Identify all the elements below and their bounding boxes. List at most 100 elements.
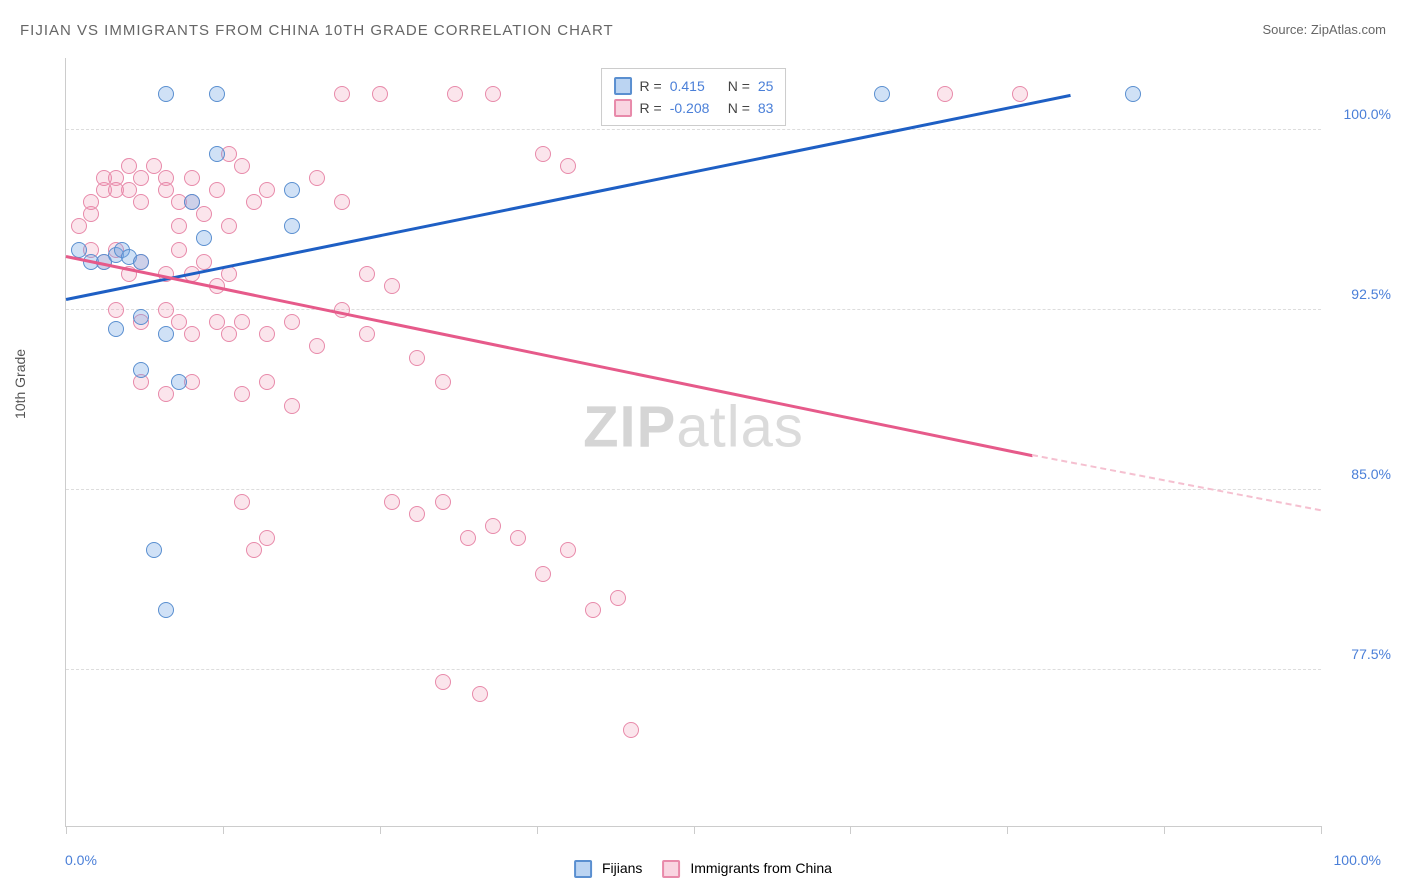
scatter-point-pink [171, 218, 187, 234]
y-tick-label: 100.0% [1344, 106, 1391, 122]
scatter-point-pink [334, 194, 350, 210]
scatter-point-pink [171, 242, 187, 258]
scatter-point-pink [284, 398, 300, 414]
gridline [66, 669, 1321, 670]
scatter-point-pink [209, 182, 225, 198]
scatter-point-blue [284, 218, 300, 234]
watermark-zip: ZIP [583, 394, 676, 459]
gridline [66, 309, 1321, 310]
r-label: R = [640, 78, 662, 94]
scatter-point-blue [158, 86, 174, 102]
scatter-point-blue [133, 309, 149, 325]
legend-swatch-pink-icon [662, 860, 680, 878]
scatter-point-pink [259, 326, 275, 342]
scatter-point-pink [309, 338, 325, 354]
gridline [66, 489, 1321, 490]
x-tick [537, 826, 538, 834]
scatter-point-pink [221, 218, 237, 234]
scatter-point-pink [158, 182, 174, 198]
trend-line [66, 255, 1033, 457]
scatter-point-blue [108, 321, 124, 337]
scatter-point-pink [121, 158, 137, 174]
scatter-point-blue [196, 230, 212, 246]
scatter-point-blue [1125, 86, 1141, 102]
scatter-point-pink [560, 542, 576, 558]
x-tick [1321, 826, 1322, 834]
legend-label-pink: Immigrants from China [690, 860, 832, 876]
scatter-point-blue [184, 194, 200, 210]
scatter-point-pink [133, 194, 149, 210]
scatter-point-pink [196, 206, 212, 222]
scatter-point-blue [171, 374, 187, 390]
scatter-point-pink [71, 218, 87, 234]
scatter-point-pink [171, 314, 187, 330]
scatter-point-pink [409, 506, 425, 522]
scatter-point-pink [83, 194, 99, 210]
scatter-point-pink [158, 386, 174, 402]
scatter-point-blue [158, 602, 174, 618]
n-value-pink: 83 [758, 100, 774, 116]
scatter-point-pink [234, 158, 250, 174]
scatter-point-pink [158, 302, 174, 318]
scatter-point-pink [309, 170, 325, 186]
n-label: N = [728, 78, 750, 94]
chart-title: FIJIAN VS IMMIGRANTS FROM CHINA 10TH GRA… [20, 22, 614, 39]
x-tick [694, 826, 695, 834]
scatter-point-pink [133, 170, 149, 186]
x-axis-min-label: 0.0% [65, 852, 97, 868]
scatter-point-pink [409, 350, 425, 366]
scatter-point-pink [937, 86, 953, 102]
trend-line [1032, 454, 1321, 511]
scatter-point-pink [384, 278, 400, 294]
scatter-point-pink [384, 494, 400, 510]
scatter-point-pink [184, 326, 200, 342]
scatter-point-pink [334, 86, 350, 102]
r-value-pink: -0.208 [670, 100, 720, 116]
scatter-point-pink [146, 158, 162, 174]
scatter-point-blue [158, 326, 174, 342]
x-tick [66, 826, 67, 834]
scatter-point-pink [485, 86, 501, 102]
scatter-point-pink [234, 494, 250, 510]
scatter-point-pink [1012, 86, 1028, 102]
y-tick-label: 85.0% [1351, 466, 1391, 482]
y-tick-label: 77.5% [1351, 646, 1391, 662]
legend-label-blue: Fijians [602, 860, 642, 876]
r-label: R = [640, 100, 662, 116]
y-tick-label: 92.5% [1351, 286, 1391, 302]
legend-swatch-pink [614, 99, 632, 117]
scatter-point-pink [284, 314, 300, 330]
scatter-point-pink [460, 530, 476, 546]
scatter-point-pink [184, 170, 200, 186]
scatter-point-blue [209, 146, 225, 162]
scatter-point-pink [209, 314, 225, 330]
scatter-point-pink [121, 182, 137, 198]
y-axis-label: 10th Grade [12, 349, 28, 419]
x-tick [1164, 826, 1165, 834]
x-axis-max-label: 100.0% [1334, 852, 1381, 868]
scatter-point-blue [209, 86, 225, 102]
watermark: ZIPatlas [583, 393, 804, 460]
scatter-point-pink [485, 518, 501, 534]
n-value-blue: 25 [758, 78, 774, 94]
correlation-legend: R = 0.415 N = 25 R = -0.208 N = 83 [601, 68, 787, 126]
gridline [66, 129, 1321, 130]
legend-row-blue: R = 0.415 N = 25 [614, 75, 774, 97]
scatter-point-pink [535, 146, 551, 162]
x-tick [850, 826, 851, 834]
scatter-point-pink [535, 566, 551, 582]
legend-row-pink: R = -0.208 N = 83 [614, 97, 774, 119]
legend-item-pink: Immigrants from China [662, 860, 831, 878]
scatter-point-pink [447, 86, 463, 102]
legend-swatch-blue-icon [574, 860, 592, 878]
scatter-point-pink [623, 722, 639, 738]
r-value-blue: 0.415 [670, 78, 720, 94]
scatter-point-blue [133, 362, 149, 378]
series-legend: Fijians Immigrants from China [574, 860, 832, 878]
scatter-point-pink [359, 266, 375, 282]
scatter-point-pink [259, 374, 275, 390]
scatter-point-pink [221, 326, 237, 342]
scatter-point-pink [259, 182, 275, 198]
x-tick [380, 826, 381, 834]
scatter-point-pink [610, 590, 626, 606]
